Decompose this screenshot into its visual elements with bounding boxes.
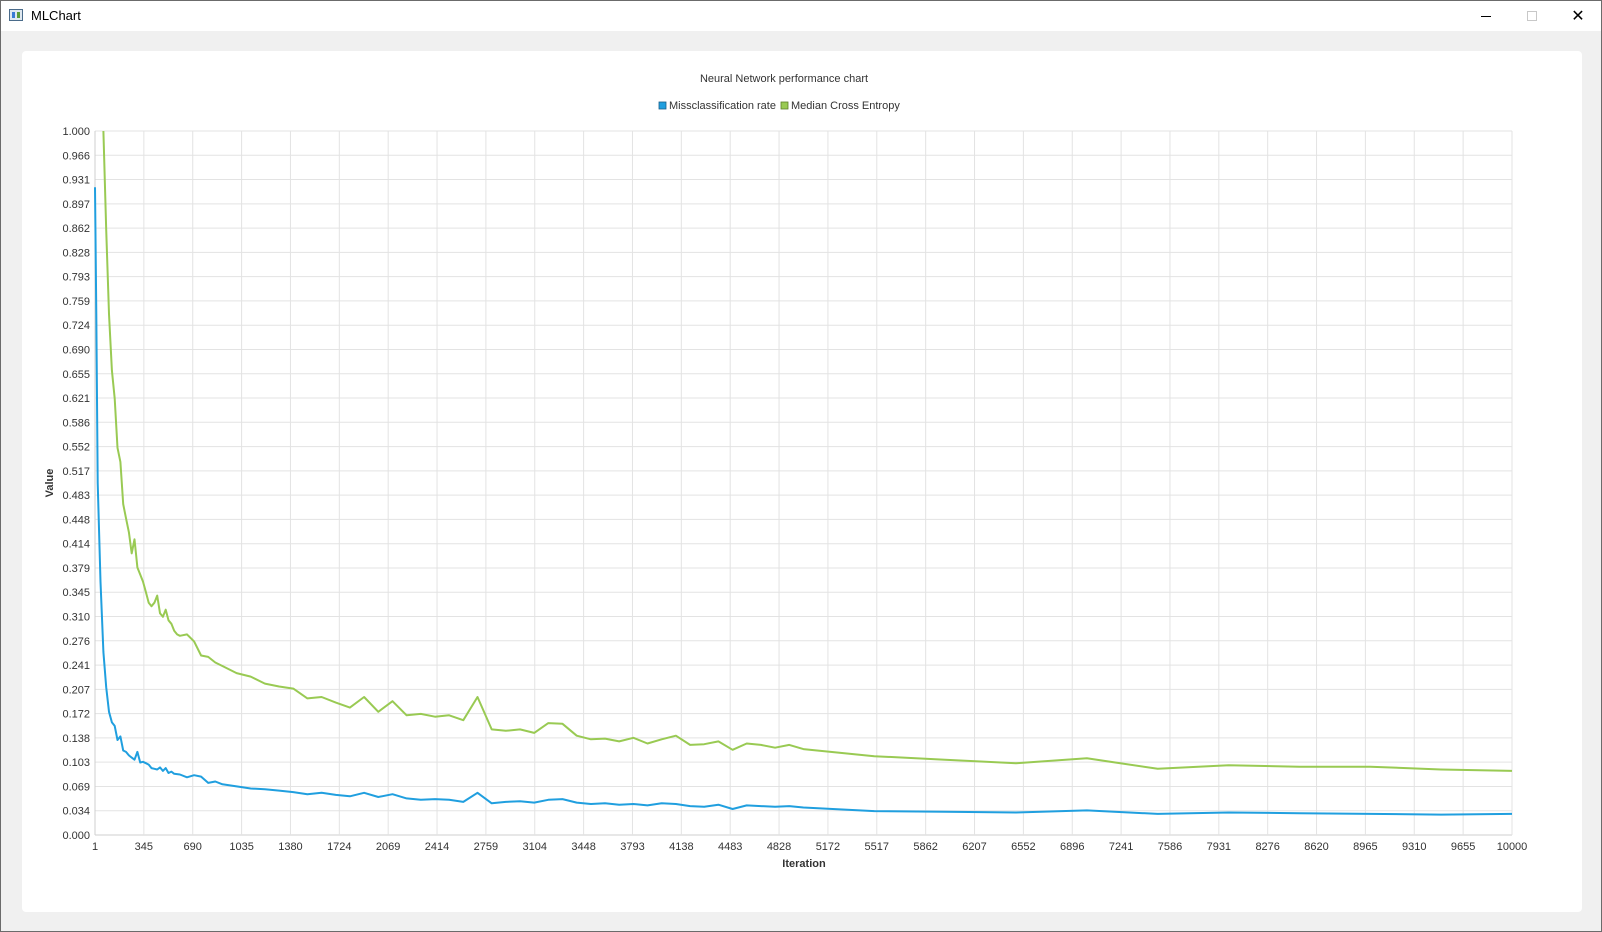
y-axis-ticks: 0.000 0.034 0.069 0.103 0.138 0.172 0.207 0.241… — [62, 126, 90, 842]
y-tick-label: 0.000 — [62, 830, 90, 842]
window-title: MLChart — [31, 8, 81, 23]
x-tick-label: 5517 — [865, 841, 889, 853]
y-tick-label: 0.828 — [62, 247, 90, 259]
x-tick-label: 6207 — [962, 841, 986, 853]
y-tick-label: 0.138 — [62, 733, 90, 745]
chart-svg: Neural Network performance chart Misscla… — [44, 73, 1527, 870]
x-tick-label: 4828 — [767, 841, 791, 853]
minimize-button[interactable] — [1463, 1, 1509, 31]
y-tick-label: 0.172 — [62, 709, 90, 721]
y-tick-label: 0.897 — [62, 199, 90, 211]
y-tick-label: 0.862 — [62, 223, 90, 235]
y-tick-label: 0.759 — [62, 296, 90, 308]
x-tick-label: 2414 — [425, 841, 449, 853]
chart-panel: Neural Network performance chart Misscla… — [22, 51, 1582, 912]
x-tick-label: 1035 — [229, 841, 253, 853]
y-tick-label: 0.586 — [62, 417, 90, 429]
x-tick-label: 8620 — [1304, 841, 1328, 853]
x-tick-label: 5172 — [816, 841, 840, 853]
title-bar[interactable]: MLChart ✕ — [1, 1, 1601, 31]
x-tick-label: 1724 — [327, 841, 351, 853]
y-tick-label: 0.621 — [62, 393, 90, 405]
x-tick-label: 3793 — [620, 841, 644, 853]
y-tick-label: 0.966 — [62, 150, 90, 162]
x-tick-label: 2759 — [474, 841, 498, 853]
close-icon: ✕ — [1571, 8, 1585, 25]
x-tick-label: 1380 — [278, 841, 302, 853]
y-tick-label: 0.517 — [62, 466, 90, 478]
series-line-misclassification — [94, 187, 1513, 816]
y-tick-label: 0.690 — [62, 344, 90, 356]
x-tick-label: 3104 — [523, 841, 547, 853]
grid — [94, 130, 1513, 836]
legend-label-misclassification: Missclassification rate — [669, 100, 776, 112]
x-tick-label: 345 — [135, 841, 153, 853]
y-tick-label: 0.276 — [62, 636, 90, 648]
y-tick-label: 1.000 — [62, 126, 90, 138]
x-tick-label: 6896 — [1060, 841, 1084, 853]
close-button[interactable]: ✕ — [1555, 1, 1601, 31]
x-tick-label: 8965 — [1353, 841, 1377, 853]
y-tick-label: 0.034 — [62, 806, 90, 818]
x-tick-label: 6552 — [1011, 841, 1035, 853]
y-tick-label: 0.793 — [62, 272, 90, 284]
x-tick-label: 7586 — [1158, 841, 1182, 853]
y-tick-label: 0.552 — [62, 442, 90, 454]
chart-title: Neural Network performance chart — [700, 73, 868, 85]
x-tick-label: 10000 — [1497, 841, 1528, 853]
legend-label-cross-entropy: Median Cross Entropy — [791, 100, 900, 112]
y-tick-label: 0.379 — [62, 563, 90, 575]
y-tick-label: 0.207 — [62, 684, 90, 696]
x-tick-label: 7241 — [1109, 841, 1133, 853]
x-tick-label: 4138 — [669, 841, 693, 853]
y-tick-label: 0.345 — [62, 587, 90, 599]
plot-lines — [94, 130, 1513, 816]
x-axis-label: Iteration — [782, 858, 826, 870]
legend-swatch-misclassification — [658, 101, 667, 110]
y-tick-label: 0.310 — [62, 612, 90, 624]
x-tick-label: 5862 — [913, 841, 937, 853]
y-tick-label: 0.241 — [62, 660, 90, 672]
y-axis-label: Value — [44, 469, 56, 498]
x-tick-label: 7931 — [1207, 841, 1231, 853]
y-tick-label: 0.448 — [62, 514, 90, 526]
x-tick-label: 4483 — [718, 841, 742, 853]
y-tick-label: 0.103 — [62, 757, 90, 769]
app-icon — [9, 9, 23, 21]
series-line-cross-entropy — [102, 130, 1513, 772]
y-tick-label: 0.414 — [62, 539, 90, 551]
y-tick-label: 0.069 — [62, 781, 90, 793]
y-tick-label: 0.724 — [62, 320, 90, 332]
maximize-icon — [1527, 11, 1537, 21]
x-tick-label: 690 — [184, 841, 202, 853]
y-tick-label: 0.655 — [62, 369, 90, 381]
x-tick-label: 9655 — [1451, 841, 1475, 853]
y-tick-label: 0.931 — [62, 175, 90, 187]
x-tick-label: 2069 — [376, 841, 400, 853]
maximize-button[interactable] — [1509, 1, 1555, 31]
legend-swatch-cross-entropy — [780, 101, 789, 110]
legend: Missclassification rate Median Cross Ent… — [658, 100, 900, 112]
y-tick-label: 0.483 — [62, 490, 90, 502]
x-tick-label: 3448 — [571, 841, 595, 853]
minimize-icon — [1481, 15, 1491, 17]
x-tick-label: 8276 — [1255, 841, 1279, 853]
x-tick-label: 9310 — [1402, 841, 1426, 853]
x-axis-ticks: 1 345 690 1035 1380 1724 2069 2414 2759 3104 3448 3… — [92, 841, 1527, 853]
x-tick-label: 1 — [92, 841, 98, 853]
